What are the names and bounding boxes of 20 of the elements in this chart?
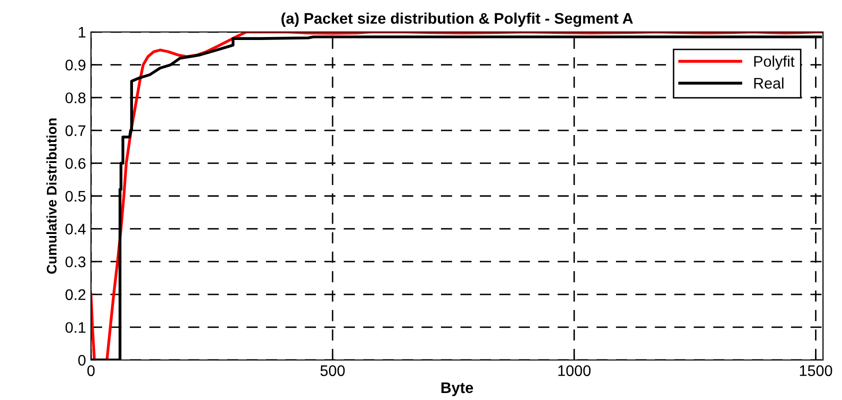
x-tick-label: 500 (320, 365, 345, 376)
y-tick-label: 0.1 (66, 322, 86, 333)
chart-title: (a) Packet size distribution & Polyfit - Segment A (281, 12, 633, 27)
y-tick-label: 0.6 (66, 158, 86, 169)
legend-label: Polyfit (754, 56, 794, 70)
y-tick-label: 0.5 (66, 190, 86, 202)
x-tick-label: 1500 (800, 365, 832, 376)
x-axis-title: Byte (441, 382, 474, 396)
y-tick-label: 0.4 (66, 224, 86, 234)
y-tick-label: 0.7 (66, 125, 86, 136)
y-tick-label: 0 (78, 354, 86, 366)
y-tick-label: 0.8 (66, 92, 86, 104)
legend-label: Real (754, 77, 784, 89)
x-tick-label: 0 (87, 365, 95, 376)
y-axis-title: Cumulative Distribution (46, 118, 57, 274)
y-tick-label: 0.2 (66, 289, 86, 300)
x-tick-label: 1000 (558, 365, 591, 376)
y-tick-label: 0.3 (66, 256, 86, 268)
y-tick-label: 1 (78, 27, 86, 38)
y-tick-label: 0.9 (66, 60, 86, 70)
